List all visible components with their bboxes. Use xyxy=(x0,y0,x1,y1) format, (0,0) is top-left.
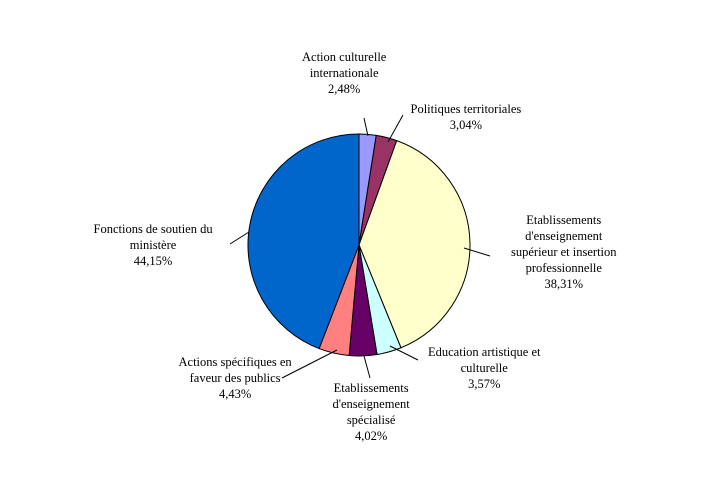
slice-value-label: 3,04% xyxy=(449,118,483,132)
slice-value-label: 3,57% xyxy=(468,377,501,391)
slice-label-line: faveur des publics xyxy=(189,371,281,385)
slice-label-line: Actions spécifiques en xyxy=(178,355,292,369)
slice-label-4: Education artistique et culturelle 3,57% xyxy=(428,344,540,392)
slice-label-5: Etablissements d'enseignement spécialisé 4,… xyxy=(333,380,410,444)
leader-line-1 xyxy=(363,117,369,137)
slice-label-line: internationale xyxy=(309,66,379,80)
slice-label-3: Etablissements d'enseignement supérieur et… xyxy=(511,212,617,292)
slice-label-line: d'enseignement xyxy=(332,397,410,411)
slice-label-line: Action culturelle xyxy=(302,50,387,64)
leader-line-6 xyxy=(281,349,338,379)
slice-label-1: Action culturelle internationale 2,48% xyxy=(302,49,386,97)
pie-slice-7 xyxy=(247,133,360,350)
slice-value-label: 44,15% xyxy=(133,254,173,268)
slice-label-line: spécialisé xyxy=(346,413,396,427)
leader-line-5 xyxy=(363,355,371,379)
slice-label-line: Etablissements xyxy=(526,213,602,227)
leader-line-7 xyxy=(229,231,250,245)
slice-label-6: Actions spécifiques en faveur des publics… xyxy=(179,354,292,402)
leader-line-3 xyxy=(463,247,491,257)
slice-value-label: 4,43% xyxy=(218,387,252,401)
leader-line-4 xyxy=(389,345,419,361)
slice-label-line: professionnelle xyxy=(525,261,602,275)
slice-label-line: d'enseignement xyxy=(525,229,603,243)
slice-label-7: Fonctions de soutien du ministère 44,15% xyxy=(94,221,213,269)
slice-label-line: ministère xyxy=(129,238,177,252)
slice-value-label: 4,02% xyxy=(354,429,388,443)
slice-label-line: Education artistique et xyxy=(428,345,541,359)
leader-lines xyxy=(229,114,491,379)
slice-label-line: Fonctions de soutien du xyxy=(93,222,213,236)
slice-label-line: culturelle xyxy=(460,361,508,375)
slice-value-label: 2,48% xyxy=(328,82,361,96)
pie-slices xyxy=(247,133,471,357)
slice-value-label: 38,31% xyxy=(544,277,584,291)
slice-label-line: supérieur et insertion xyxy=(511,245,617,259)
slice-label-line: Etablissements xyxy=(333,381,409,395)
slice-label-line: Politiques territoriales xyxy=(410,102,522,116)
leader-line-2 xyxy=(387,114,404,143)
pie-slice-3 xyxy=(358,139,471,349)
slice-label-2: Politiques territoriales 3,04% xyxy=(411,101,522,133)
